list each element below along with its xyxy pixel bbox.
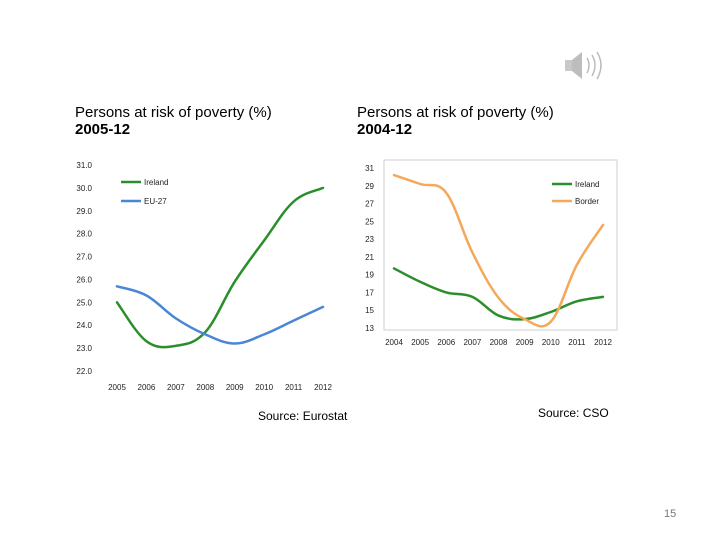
left-chart-ytick-label: 31.0 [76, 161, 92, 170]
right-chart-xtick-label: 2005 [411, 338, 429, 347]
left-chart-xtick-label: 2008 [196, 383, 214, 392]
right-chart-ytick-label: 17 [365, 288, 374, 297]
left-chart-xtick-label: 2012 [314, 383, 332, 392]
left-chart-xtick-label: 2005 [108, 383, 126, 392]
left-chart-ytick-label: 29.0 [76, 207, 92, 216]
right-chart-ytick-label: 23 [365, 235, 374, 244]
right-chart-ytick-label: 25 [365, 217, 374, 226]
left-chart-ytick-label: 25.0 [76, 298, 92, 307]
left-chart-xtick-label: 2007 [167, 383, 185, 392]
left-chart-ytick-label: 27.0 [76, 253, 92, 262]
left-chart-title: Persons at risk of poverty (%) 2005-12 [75, 104, 272, 138]
left-chart-legend-label-ireland: Ireland [144, 178, 168, 187]
left-chart-source: Source: Eurostat [258, 409, 348, 423]
right-chart-legend-label-ireland: Ireland [575, 180, 599, 189]
left-chart-ytick-label: 24.0 [76, 321, 92, 330]
right-chart-series-line-ireland [392, 267, 605, 321]
right-chart-xtick-label: 2009 [516, 338, 534, 347]
right-chart-ytick-label: 29 [365, 182, 374, 191]
left-chart-ytick-label: 22.0 [76, 367, 92, 376]
right-chart-xtick-label: 2006 [437, 338, 455, 347]
right-chart-legend-label-border: Border [575, 197, 599, 206]
right-chart-ytick-label: 31 [365, 164, 374, 173]
left-chart-title-line1: Persons at risk of poverty (%) [75, 104, 272, 121]
right-chart-ytick-label: 27 [365, 200, 374, 209]
right-chart-source: Source: CSO [538, 406, 609, 420]
right-chart-series-line-border [392, 173, 605, 328]
left-chart-xtick-label: 2009 [226, 383, 244, 392]
right-chart-title-line1: Persons at risk of poverty (%) [357, 104, 554, 121]
right-chart-ytick-label: 13 [365, 324, 374, 333]
speaker-icon[interactable] [563, 46, 613, 86]
right-chart-xtick-label: 2004 [385, 338, 403, 347]
left-chart-legend-label-eu-27: EU-27 [144, 197, 167, 206]
right-chart-ytick-label: 19 [365, 271, 374, 280]
right-chart-title-line2: 2004-12 [357, 121, 413, 138]
left-chart-series-line-eu-27 [115, 285, 325, 345]
left-chart-xtick-label: 2006 [138, 383, 156, 392]
page-number: 15 [664, 508, 677, 520]
right-chart-ytick-label: 15 [365, 306, 374, 315]
left-chart-ytick-label: 26.0 [76, 275, 92, 284]
left-chart-ytick-label: 28.0 [76, 230, 92, 239]
right-chart-xtick-label: 2011 [568, 338, 586, 347]
right-chart-title: Persons at risk of poverty (%) 2004-12 [357, 104, 554, 138]
right-chart-plot-frame [383, 159, 618, 331]
left-chart-ytick-label: 30.0 [76, 184, 92, 193]
left-chart-series-line-ireland [115, 186, 325, 349]
right-chart-xtick-label: 2010 [542, 338, 560, 347]
right-chart-xtick-label: 2008 [490, 338, 508, 347]
left-chart-xtick-label: 2010 [255, 383, 273, 392]
left-chart-ytick-label: 23.0 [76, 344, 92, 353]
right-chart-ytick-label: 21 [365, 253, 374, 262]
left-chart-xtick-label: 2011 [285, 383, 303, 392]
right-chart-xtick-label: 2007 [463, 338, 481, 347]
right-chart-xtick-label: 2012 [594, 338, 612, 347]
left-chart-title-line2: 2005-12 [75, 121, 131, 138]
